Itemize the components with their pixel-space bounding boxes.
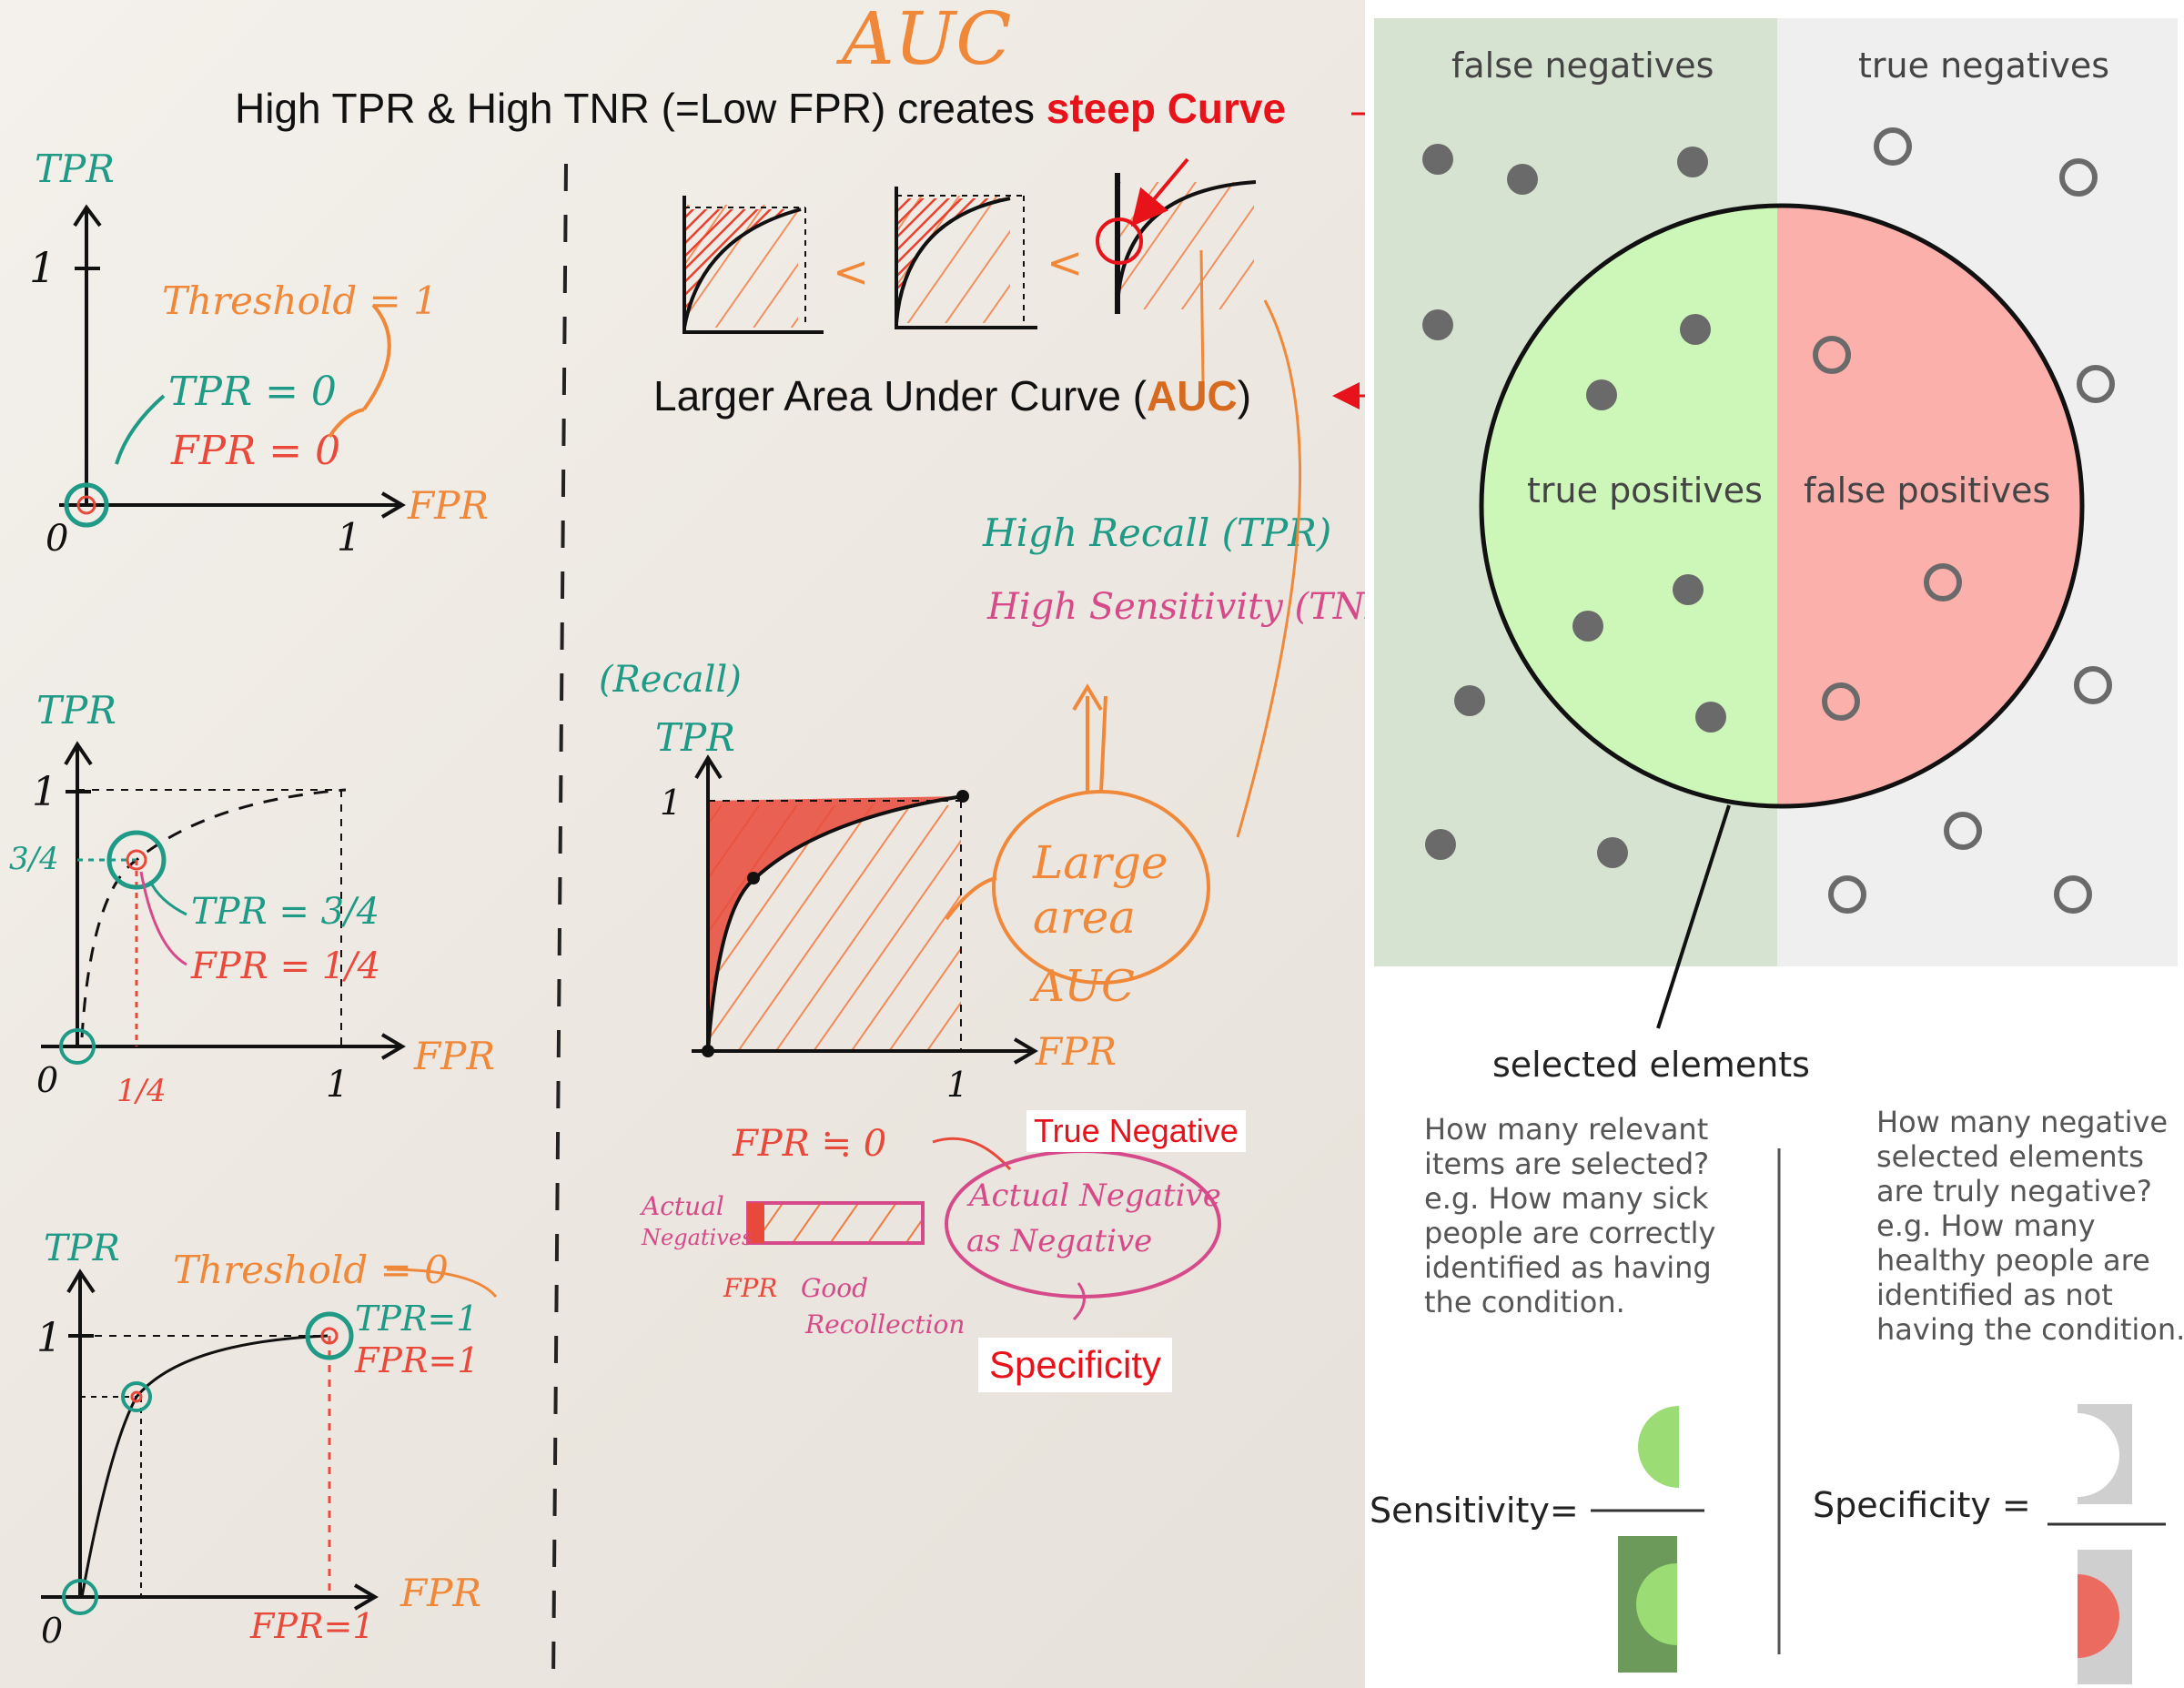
actual-negatives-line2: Negatives: [641, 1225, 753, 1250]
sensitivity-text-line: the condition.: [1424, 1285, 1625, 1319]
false-positives-label: false positives: [1804, 470, 2051, 510]
high-recall-label: High Recall (TPR): [982, 510, 1331, 555]
graph3-fpr-bottom: FPR=1: [249, 1606, 375, 1646]
recall-y-one: 1: [660, 783, 682, 823]
graph2-x-one: 1: [326, 1064, 349, 1106]
graph1-fpr: FPR = 0: [170, 428, 340, 474]
auc-label: Larger Area Under Curve (AUC): [653, 371, 1251, 420]
auc-small-label: AUC: [1029, 961, 1135, 1012]
graph2-fpr: FPR = 1/4: [190, 945, 380, 987]
auc-title: AUC: [835, 0, 1011, 81]
graph3-fpr: FPR=1: [354, 1340, 480, 1380]
auc-label-emphasis: AUC: [1147, 372, 1238, 419]
graph2-y-34: 3/4: [9, 841, 59, 877]
sensitivity-formula-icons: [1591, 1406, 1704, 1673]
recall-label: (Recall): [599, 659, 742, 701]
graph2-y-one: 1: [32, 769, 57, 815]
sensitivity-text-line: identified as having: [1424, 1250, 1712, 1285]
graph1-y-one: 1: [29, 243, 56, 292]
graph-recall-auc: (Recall) TPR FPR 1 1 High Recall (TPR) H…: [599, 299, 1365, 1105]
steep-curve-heading: High TPR & High TNR (=Low FPR) creates s…: [235, 84, 1286, 133]
heading-prefix: High TPR & High TNR (=Low FPR) creates: [235, 85, 1046, 132]
graph1-tpr: TPR = 0: [168, 369, 337, 415]
graph-threshold-mid: TPR FPR 1 3/4 1/4 1 0 TPR = 3/4 FPR = 1/…: [9, 688, 495, 1109]
good-recollection-line1: Good: [801, 1273, 868, 1303]
graph1-threshold: Threshold = 1: [162, 278, 438, 323]
graph2-x-14: 1/4: [116, 1073, 167, 1109]
heading-emphasis: steep Curve: [1046, 85, 1287, 132]
auc-label-prefix: Larger Area Under Curve (: [653, 372, 1148, 419]
fpr-small: FPR: [723, 1273, 777, 1303]
sensitivity-text-line: e.g. How many sick: [1424, 1181, 1709, 1216]
fpr-notes: FPR ≒ 0 Actual Negative as Negative Actu…: [639, 1123, 1221, 1339]
specificity-formula-label: Specificity =: [1813, 1485, 2031, 1525]
graph3-x-axis: FPR: [399, 1571, 481, 1615]
specificity-text-line: selected elements: [1876, 1139, 2144, 1174]
graph3-y-one: 1: [36, 1315, 62, 1361]
specificity-description: How many negative selected elements are …: [1876, 1105, 2184, 1347]
sensitivity-text-line: people are correctly: [1424, 1216, 1716, 1250]
auc-label-suffix: ): [1237, 372, 1252, 419]
fpr-note: FPR ≒ 0: [732, 1123, 886, 1165]
specificity-text-line: identified as not: [1876, 1278, 2113, 1312]
true-negative-tag: True Negative: [1026, 1110, 1246, 1152]
graph1-y-axis: TPR: [35, 147, 115, 191]
actual-negative-line1: Actual Negative: [966, 1178, 1221, 1214]
recall-x-axis: FPR: [1035, 1029, 1117, 1074]
sensitivity-text-line: How many relevant: [1424, 1112, 1709, 1147]
specificity-text-line: having the condition.: [1876, 1312, 2184, 1347]
actual-negatives-line1: Actual: [639, 1191, 724, 1221]
specificity-text-line: e.g. How many: [1876, 1208, 2096, 1243]
recall-y-axis: TPR: [655, 715, 735, 760]
true-negatives-label: true negatives: [1858, 45, 2110, 86]
graph-threshold-0: TPR FPR 1 0 Threshold = 0 TPR=1 FPR=1 FP…: [36, 1228, 498, 1651]
whiteboard-drawing: < < AUC TPR FPR 1 1 0 Threshold = 1 TPR …: [9, 0, 1365, 1684]
less-than-2: <: [1046, 238, 1083, 288]
specificity-text-line: healthy people are: [1876, 1243, 2150, 1278]
large-area-line1: Large: [1032, 836, 1168, 889]
graph1-x-axis: FPR: [407, 483, 489, 528]
large-area-line2: area: [1033, 891, 1136, 944]
specificity-text-line: are truly negative?: [1876, 1174, 2152, 1208]
selected-elements-label: selected elements: [1492, 1045, 1810, 1085]
graph2-y-axis: TPR: [36, 688, 116, 733]
recall-x-one: 1: [946, 1065, 968, 1105]
graph2-origin: 0: [36, 1060, 58, 1100]
specificity-text-line: How many negative: [1876, 1105, 2169, 1139]
graph2-tpr: TPR = 3/4: [191, 891, 379, 933]
high-sensitivity-label: High Sensitivity (TNR): [986, 586, 1365, 628]
false-negatives-label: false negatives: [1451, 45, 1714, 86]
graph1-origin: 0: [46, 518, 68, 560]
graph1-x-one: 1: [337, 515, 361, 560]
sensitivity-formula-label: Sensitivity=: [1370, 1491, 1579, 1531]
graph3-tpr: TPR=1: [355, 1299, 479, 1339]
mini-roc-graphs: < <: [682, 157, 1257, 383]
actual-negative-line2: as Negative: [966, 1223, 1152, 1259]
graph2-x-axis: FPR: [413, 1034, 495, 1078]
less-than-1: <: [833, 247, 869, 298]
specificity-tag: Specificity: [978, 1338, 1173, 1392]
graph3-y-axis: TPR: [44, 1228, 120, 1269]
graph-threshold-1: TPR FPR 1 1 0 Threshold = 1 TPR = 0 FPR …: [29, 147, 489, 560]
graph3-origin: 0: [41, 1611, 63, 1651]
sensitivity-description: How many relevant items are selected? e.…: [1424, 1112, 1715, 1319]
good-recollection-line2: Recollection: [804, 1309, 965, 1339]
sensitivity-text-line: items are selected?: [1424, 1147, 1710, 1181]
specificity-formula-icons: [2048, 1404, 2166, 1684]
true-positives-label: true positives: [1527, 470, 1763, 510]
